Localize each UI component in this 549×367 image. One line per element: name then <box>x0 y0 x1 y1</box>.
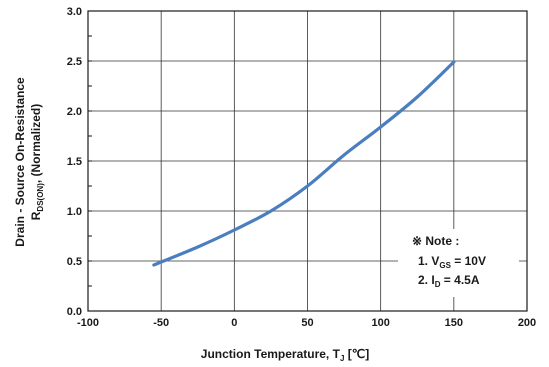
note-line-2-rest: = 4.5A <box>440 273 479 287</box>
x-tick-label: -50 <box>153 317 169 329</box>
y-axis-title: Drain - Source On-Resistance RDS(ON), (N… <box>13 77 45 247</box>
note-line-2-sub: D <box>435 280 441 289</box>
y-axis-title-line-2: RDS(ON), (Normalized) <box>29 104 45 220</box>
x-axis-title-sub: J <box>340 354 344 363</box>
x-axis-title-unit: [℃] <box>344 347 369 361</box>
y-axis-title-line-2-rest: , (Normalized) <box>29 104 43 183</box>
note-box: ※ Note : 1. VGS = 10V 2. ID = 4.5A <box>398 229 519 297</box>
note-line-1-rest: = 10V <box>451 254 486 268</box>
note-line-2-prefix: 2. I <box>418 273 435 287</box>
y-tick-label: 1.5 <box>67 156 82 168</box>
x-axis-title: Junction Temperature, TJ [℃] <box>201 347 369 363</box>
note-line-1: 1. VGS = 10V <box>418 254 486 270</box>
x-tick-label: -100 <box>77 317 99 329</box>
x-tick-label: 100 <box>371 317 389 329</box>
y-tick-label: 1.0 <box>67 206 82 218</box>
y-tick-label: 2.5 <box>67 56 82 68</box>
note-header: ※ Note : <box>412 234 459 248</box>
series-layer <box>152 60 456 267</box>
y-tick-label: 2.0 <box>67 106 82 118</box>
y-tick-label: 3.0 <box>67 6 82 18</box>
x-tick-label: 0 <box>231 317 237 329</box>
y-axis-title-line-2-sub: DS(ON) <box>36 183 45 212</box>
note-background <box>398 229 519 297</box>
y-tick-label: 0.5 <box>67 256 82 268</box>
series-line <box>152 60 456 267</box>
x-tick-label: 50 <box>301 317 313 329</box>
y-tick-label: 0.0 <box>67 306 82 318</box>
y-axis-title-line-2-main: R <box>29 211 43 220</box>
y-axis-title-line-1: Drain - Source On-Resistance <box>13 77 27 247</box>
tick-labels: -100 -50 0 50 100 150 200 0.0 0.5 1.0 1.5 2.0 2.5 3.0 <box>67 6 536 329</box>
note-line-1-sub: GS <box>439 261 451 270</box>
x-axis-title-main: Junction Temperature, T <box>201 347 341 361</box>
x-tick-label: 150 <box>445 317 463 329</box>
note-line-1-prefix: 1. V <box>418 254 439 268</box>
x-tick-label: 200 <box>518 317 536 329</box>
note-line-2: 2. ID = 4.5A <box>418 273 480 289</box>
plot-frame <box>87 10 528 312</box>
